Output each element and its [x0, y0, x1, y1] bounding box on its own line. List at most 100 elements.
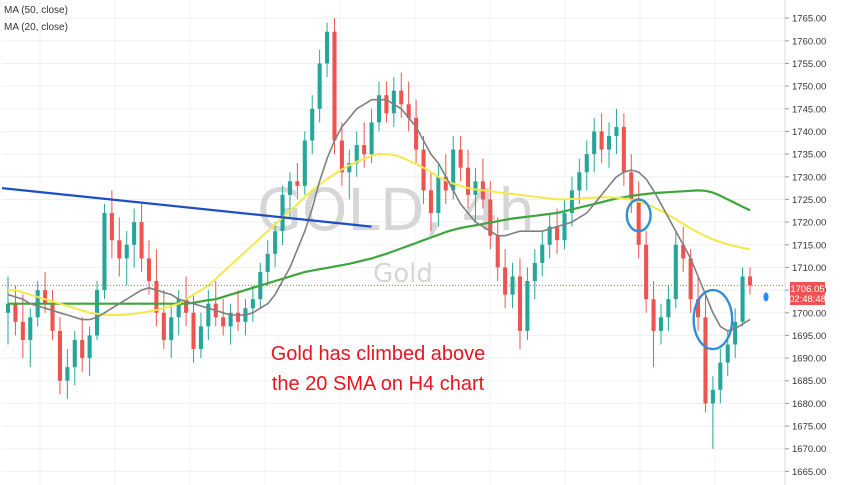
candle-body — [406, 104, 411, 118]
candle-body — [124, 244, 129, 259]
candle-body — [184, 299, 189, 313]
candle-body — [295, 181, 300, 186]
candle — [525, 267, 530, 340]
axis-tick-label: 1755.00 — [792, 59, 826, 70]
legend-ma20[interactable]: MA (20, close) — [4, 22, 68, 33]
candle-body — [525, 281, 530, 331]
candle-body — [191, 312, 196, 350]
axis-tick-label: 1700.00 — [792, 308, 826, 319]
candle — [599, 113, 604, 164]
axis-tick-label: 1665.00 — [792, 467, 826, 478]
candle-body — [451, 149, 456, 191]
candle-body — [503, 267, 508, 295]
axis-tick-label: 1740.00 — [792, 127, 826, 138]
candle-body — [547, 226, 552, 245]
axis-tick-label: 1745.00 — [792, 104, 826, 115]
candle-body — [325, 31, 330, 64]
candle — [80, 317, 85, 372]
candle-body — [161, 312, 166, 340]
highlight-circle[interactable] — [625, 198, 652, 233]
candle-body — [473, 181, 478, 195]
candle — [265, 240, 270, 286]
candle-body — [43, 290, 48, 304]
candle — [406, 81, 411, 132]
candle-body — [414, 117, 419, 150]
candle-body — [436, 176, 441, 214]
candle — [658, 303, 664, 345]
candle — [555, 208, 560, 254]
candle — [733, 308, 738, 359]
candle — [50, 290, 55, 340]
candle-body — [13, 303, 18, 322]
candle — [540, 231, 545, 277]
candle-body — [733, 321, 738, 345]
candle — [421, 135, 426, 204]
legend-ma50[interactable]: MA (50, close) — [4, 5, 68, 16]
candle-body — [629, 172, 634, 200]
annotation-line-2: the 20 SMA on H4 chart — [272, 373, 485, 395]
candle — [228, 303, 233, 345]
candle-body — [384, 95, 389, 114]
candle-body — [592, 131, 597, 155]
candle-body — [87, 335, 92, 359]
highlight-circle[interactable] — [692, 288, 734, 351]
candle — [673, 231, 678, 309]
candle — [273, 222, 278, 268]
candle-body — [198, 326, 203, 350]
trendline[interactable] — [1, 187, 372, 228]
candle-body — [28, 317, 33, 340]
axis-tick-label: 1750.00 — [792, 82, 826, 93]
candle — [606, 122, 612, 168]
price-tag[interactable]: 1706.05 02:48:48 — [789, 282, 826, 305]
candle-body — [391, 90, 396, 114]
axis-tick-label: 1730.00 — [792, 172, 826, 183]
candle — [72, 330, 77, 386]
candle — [243, 299, 248, 336]
candle — [465, 149, 471, 209]
candle — [302, 131, 307, 195]
candle-body — [740, 276, 745, 322]
candle-body — [725, 344, 730, 363]
candle-body — [65, 367, 70, 381]
candle-body — [72, 339, 77, 368]
candle — [384, 81, 389, 123]
candle — [503, 249, 508, 309]
candle — [20, 294, 25, 359]
axis-tick-label: 1690.00 — [792, 354, 826, 365]
candle — [391, 77, 396, 127]
watermark-name: Gold — [373, 259, 433, 289]
candle-body — [644, 244, 649, 300]
price-tag-price: 1706.05 — [790, 284, 824, 295]
candle-body — [339, 140, 344, 173]
axis-tick-label: 1765.00 — [792, 14, 826, 25]
candle — [473, 167, 478, 223]
price-axis[interactable]: 1665.00 1670.00 1675.00 1680.00 1685.00 1690.… — [784, 0, 852, 485]
candle — [644, 231, 649, 313]
axis-tick-label: 1710.00 — [792, 263, 826, 274]
candle-body — [488, 199, 493, 236]
candle-body — [265, 253, 270, 272]
axis-tick-label: 1685.00 — [792, 376, 826, 387]
candle-body — [221, 317, 226, 327]
candle-body — [465, 167, 471, 195]
candle — [102, 203, 107, 300]
candle — [354, 131, 359, 177]
candle — [718, 349, 723, 404]
candle — [666, 285, 671, 331]
candle-body — [614, 126, 619, 136]
candle-body — [369, 122, 374, 155]
candle — [651, 281, 656, 368]
candle-body — [176, 299, 181, 318]
grid — [2, 0, 785, 485]
candle — [436, 163, 441, 227]
candle-body — [532, 262, 537, 282]
candle-body — [584, 154, 589, 173]
candle — [362, 122, 367, 168]
drawings[interactable] — [1, 187, 785, 351]
candle-body — [562, 213, 567, 241]
candle — [117, 217, 122, 277]
ma20-line — [7, 98, 751, 332]
candle — [176, 290, 181, 336]
candle-body — [555, 226, 560, 241]
